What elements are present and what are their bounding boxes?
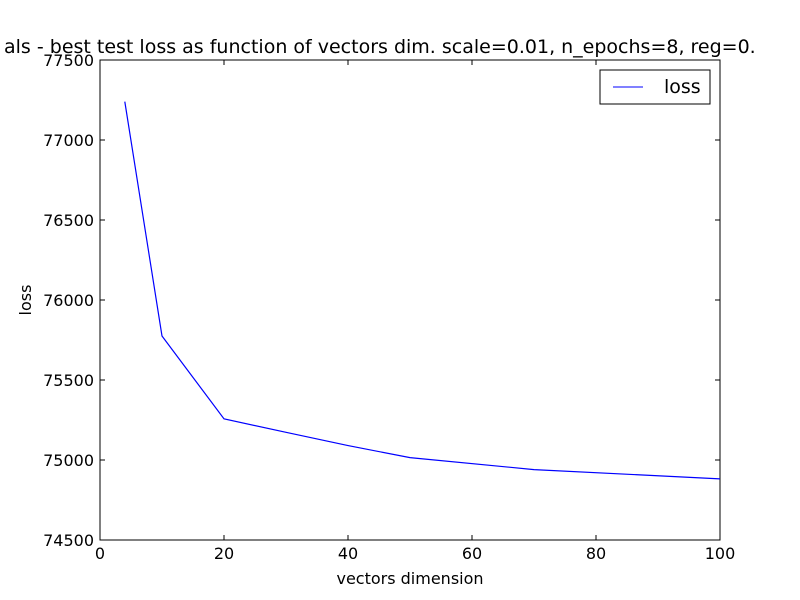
series-line-loss: [124, 101, 720, 480]
y-tick-label: 76000: [43, 291, 94, 310]
plot-area: [99, 59, 721, 541]
x-tick-label: 60: [462, 544, 482, 563]
x-tick-label: 20: [214, 544, 234, 563]
y-tick-label: 74500: [43, 531, 94, 550]
y-tick-label: 75500: [43, 371, 94, 390]
legend-label-loss: loss: [664, 76, 701, 98]
y-tick-label: 77000: [43, 131, 94, 150]
chart-title: als - best test loss as function of vect…: [4, 36, 756, 58]
y-tick-label: 76500: [43, 211, 94, 230]
y-tick-label: 77500: [43, 51, 94, 70]
y-axis-ticks: 74500 75000 75500 76000 76500 77000 77500: [43, 51, 720, 550]
series-layer: [124, 101, 720, 480]
plot-frame: [99, 59, 721, 541]
x-axis-ticks: 0 20 40 60 80 100: [95, 60, 735, 563]
x-axis-label: vectors dimension: [336, 569, 483, 588]
legend: loss: [599, 69, 711, 105]
x-tick-label: 0: [95, 544, 105, 563]
x-tick-label: 100: [705, 544, 736, 563]
y-axis-label: loss: [16, 285, 35, 316]
x-tick-label: 80: [586, 544, 606, 563]
y-tick-label: 75000: [43, 451, 94, 470]
x-tick-label: 40: [338, 544, 358, 563]
